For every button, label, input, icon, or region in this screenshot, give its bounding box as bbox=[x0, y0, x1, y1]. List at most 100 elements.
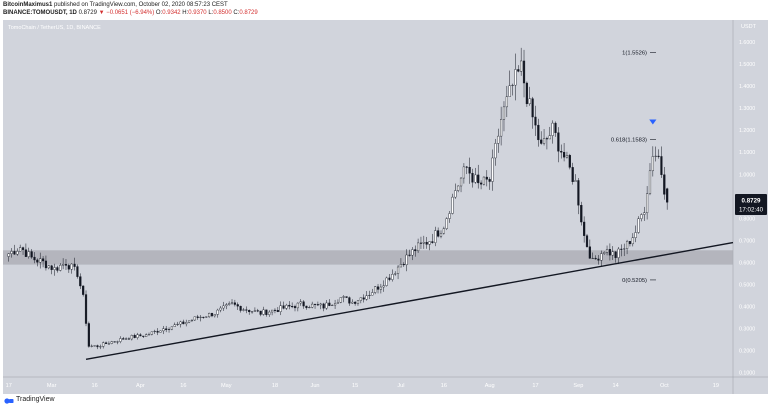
candle-body bbox=[477, 174, 480, 184]
candle bbox=[273, 308, 277, 314]
candle bbox=[580, 201, 583, 226]
candle bbox=[528, 86, 531, 106]
support-zone bbox=[3, 250, 733, 265]
tradingview-logo-icon[interactable] bbox=[4, 397, 14, 405]
candle-body bbox=[73, 263, 76, 267]
candle bbox=[110, 340, 113, 345]
candle bbox=[342, 295, 345, 303]
chart-area[interactable]: TomoChain / TetherUS, 1D, BINANCE USDT 1… bbox=[0, 20, 768, 394]
candle-body bbox=[316, 304, 319, 306]
candle bbox=[156, 328, 159, 336]
candle-body bbox=[374, 286, 377, 293]
price-chart[interactable]: TomoChain / TetherUS, 1D, BINANCE USDT 1… bbox=[0, 20, 768, 394]
candle bbox=[67, 263, 70, 273]
candle bbox=[583, 216, 586, 243]
candle bbox=[531, 96, 534, 129]
candle bbox=[348, 296, 351, 306]
candle bbox=[291, 302, 294, 309]
candles-layer bbox=[7, 47, 669, 350]
high-value: 0.9370 bbox=[188, 10, 207, 16]
candle-body bbox=[434, 230, 437, 243]
candle-body bbox=[628, 241, 632, 245]
candle-body bbox=[256, 310, 259, 312]
candle-body bbox=[210, 312, 214, 317]
candle-body bbox=[580, 205, 583, 223]
candle-body bbox=[442, 228, 445, 234]
candle-body bbox=[408, 254, 411, 256]
candle-body bbox=[233, 302, 236, 305]
price-tick-label: 0.6000 bbox=[739, 260, 755, 266]
close-value: 0.8729 bbox=[239, 10, 258, 16]
footer: TradingView bbox=[0, 394, 768, 409]
candle bbox=[305, 305, 308, 310]
candle bbox=[459, 177, 463, 193]
candle-body bbox=[299, 301, 302, 304]
candle-body bbox=[522, 60, 526, 84]
candle bbox=[233, 299, 236, 307]
candle bbox=[113, 341, 116, 343]
candle-body bbox=[190, 319, 194, 322]
candle-body bbox=[634, 232, 637, 238]
candle bbox=[402, 262, 405, 267]
candle-body bbox=[648, 170, 652, 195]
price-tick-label: 0.5000 bbox=[739, 282, 755, 288]
candle-body bbox=[611, 251, 614, 256]
candle-body bbox=[525, 82, 528, 105]
candle bbox=[534, 105, 537, 136]
candle-body bbox=[620, 248, 623, 250]
candle bbox=[104, 341, 108, 344]
candle-body bbox=[351, 301, 354, 304]
currency-label: USDT bbox=[741, 24, 757, 30]
candle bbox=[250, 311, 254, 314]
candle bbox=[53, 263, 56, 276]
candle-body bbox=[494, 143, 497, 159]
candle bbox=[368, 290, 371, 300]
candle bbox=[620, 244, 623, 257]
candle bbox=[502, 101, 506, 132]
candle bbox=[127, 337, 131, 340]
candle-body bbox=[239, 305, 242, 311]
candle bbox=[165, 325, 168, 333]
candle-body bbox=[271, 309, 274, 313]
candle-body bbox=[147, 334, 151, 336]
price-tick-label: 0.1000 bbox=[739, 371, 755, 377]
candle-body bbox=[159, 330, 162, 333]
candle-body bbox=[30, 251, 33, 258]
candle bbox=[542, 129, 546, 146]
candle-body bbox=[497, 135, 500, 144]
candle bbox=[634, 225, 637, 243]
candle bbox=[16, 248, 19, 256]
candle bbox=[64, 259, 68, 270]
candle-body bbox=[568, 155, 571, 168]
candle-body bbox=[577, 180, 580, 206]
candle bbox=[454, 183, 457, 199]
high-label: H: bbox=[182, 10, 189, 16]
candle-body bbox=[588, 246, 591, 259]
candle-body bbox=[520, 60, 523, 72]
candle-body bbox=[585, 235, 589, 247]
candle-body bbox=[328, 302, 331, 306]
candle-body bbox=[273, 309, 277, 311]
candle-body bbox=[640, 214, 643, 219]
candle-body bbox=[411, 249, 414, 256]
candle bbox=[279, 301, 282, 316]
candle bbox=[631, 233, 634, 247]
candle-body bbox=[213, 314, 216, 317]
tradingview-brand[interactable]: TradingView bbox=[16, 396, 55, 403]
time-tick-label: 16 bbox=[91, 383, 97, 389]
candle bbox=[205, 316, 208, 318]
candle bbox=[190, 319, 194, 323]
candle bbox=[356, 300, 360, 306]
candle bbox=[147, 332, 151, 336]
candle-body bbox=[331, 304, 334, 306]
candle-body bbox=[179, 321, 182, 325]
candle-body bbox=[116, 341, 119, 343]
candle-body bbox=[219, 307, 222, 311]
candle-body bbox=[557, 132, 560, 152]
candle bbox=[256, 308, 259, 313]
author-name[interactable]: BitcoinMaximus1 bbox=[3, 2, 53, 8]
candle-body bbox=[313, 303, 317, 305]
candle bbox=[230, 299, 234, 305]
candle-body bbox=[608, 249, 611, 256]
candle bbox=[588, 239, 591, 259]
